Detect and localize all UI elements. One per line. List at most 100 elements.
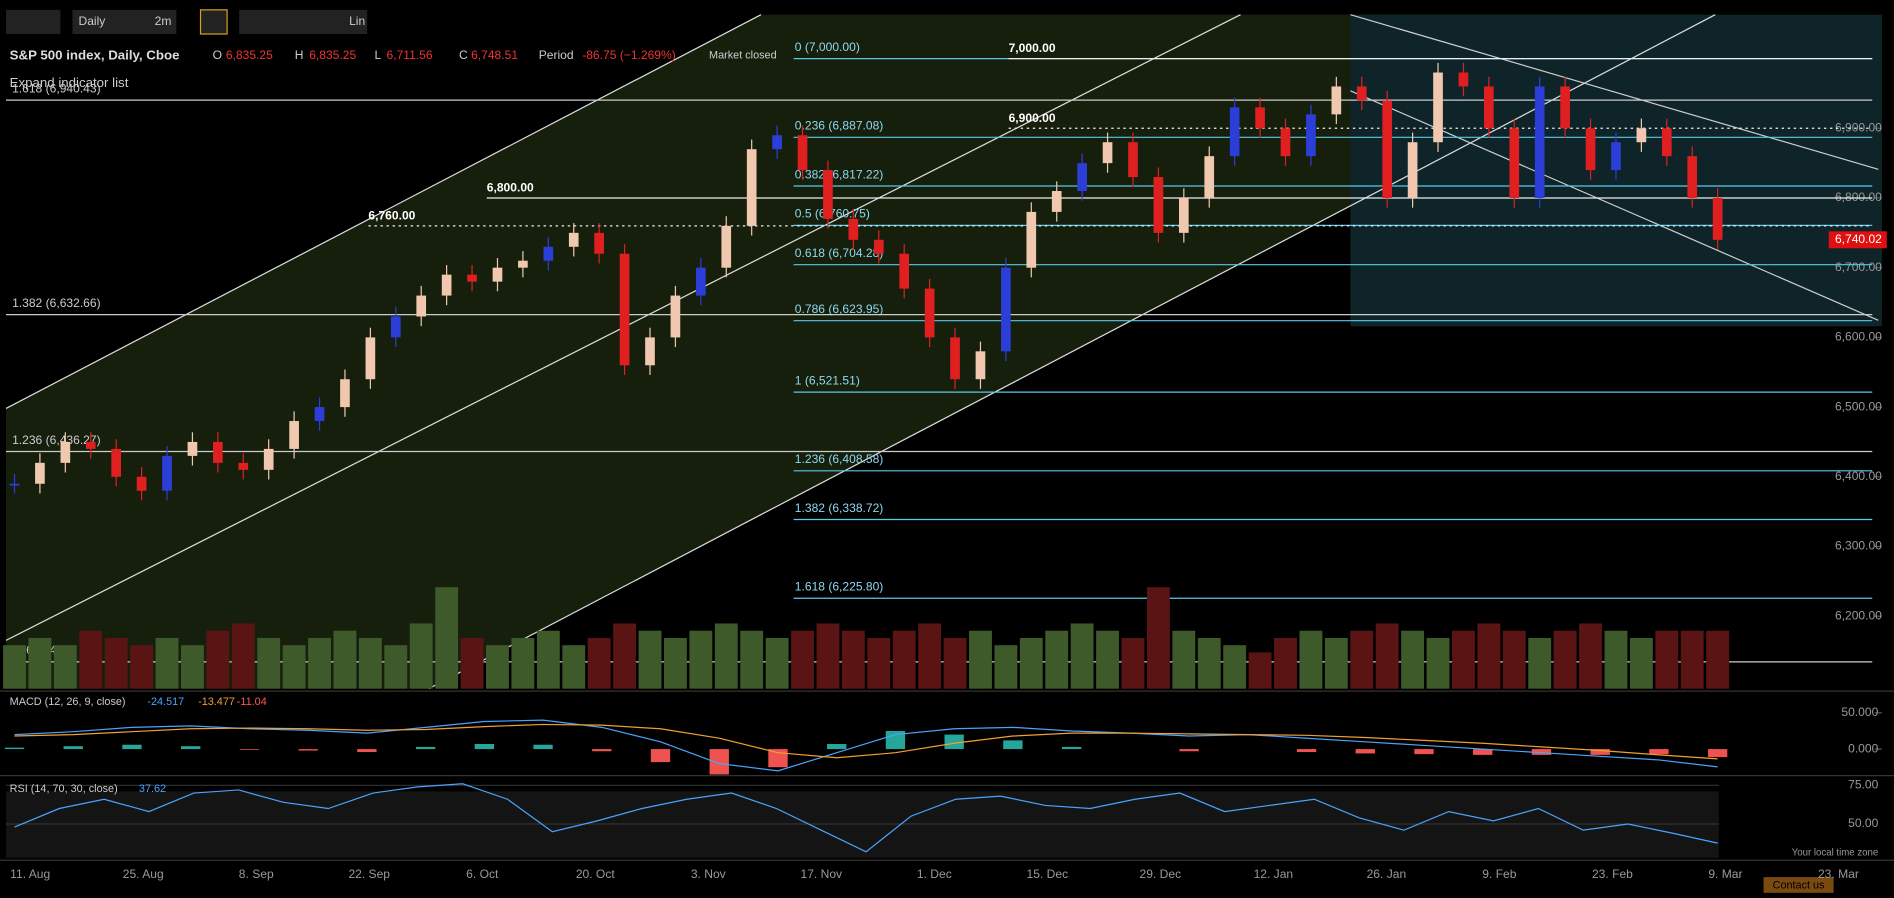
candle (1636, 128, 1647, 143)
x-tick-label: 29. Dec (1140, 867, 1182, 881)
x-tick-label: 8. Sep (239, 867, 274, 881)
fib-label: 1.382 (6,338.72) (795, 501, 884, 515)
candle (873, 239, 884, 254)
market-status: Market closed (709, 50, 777, 62)
fib-label: 0 (7,000.00) (795, 40, 860, 54)
volume-bar (969, 630, 992, 689)
candle (1407, 142, 1418, 198)
level-label: 7,000.00 (1009, 41, 1056, 55)
histogram-value: -11.04 (237, 696, 267, 708)
interval[interactable]: Daily (79, 14, 106, 28)
ohlc-value: 6,835.25 (226, 48, 273, 62)
candle (823, 170, 833, 219)
y-tick-label: 6,300.00 (1835, 539, 1882, 553)
volume-bar (206, 630, 230, 689)
x-tick-label: 3. Nov (691, 867, 726, 881)
range[interactable]: 2m (155, 14, 172, 28)
volume-bar (28, 637, 52, 689)
x-tick-label: 15. Dec (1027, 867, 1069, 881)
macd-histogram (181, 746, 201, 750)
chart-type-button[interactable] (6, 9, 61, 34)
fib-label: 1.618 (6,225.80) (795, 580, 884, 594)
candle (1153, 177, 1164, 233)
volume-bar (1045, 630, 1069, 689)
y-tick-label: 0.000 (1848, 741, 1878, 755)
volume-bar (943, 637, 967, 689)
volume-bar (231, 623, 255, 689)
timezone[interactable]: Your local time zone (1792, 848, 1879, 859)
volume-bar (918, 623, 942, 689)
contact-button[interactable] (1763, 877, 1834, 893)
volume-bar (409, 623, 433, 689)
candle (187, 441, 198, 456)
volume-bar (435, 587, 459, 689)
volume-bar (841, 630, 865, 689)
candle (543, 246, 554, 261)
candle (60, 441, 71, 463)
channel-line (5, 14, 762, 409)
interval-select[interactable] (72, 9, 177, 34)
channel-fill (6, 14, 1716, 689)
macd-histogram (1590, 749, 1610, 755)
last-price-box (1828, 231, 1887, 249)
fib-label: 0.236 (6,887.08) (795, 119, 884, 133)
rsi-pane: 75.00 50.00 (6, 778, 1879, 853)
candle (441, 274, 452, 296)
volume-bar (155, 637, 179, 689)
ohlc-label: C (459, 48, 468, 62)
volume-bar (689, 630, 713, 689)
fib-label: 1 (6,521.51) (795, 373, 860, 387)
y-tick-label: 50.00 (1848, 816, 1878, 830)
candle (518, 260, 528, 268)
expand-indicators[interactable]: Expand indicator list (10, 75, 129, 90)
candle (696, 267, 706, 296)
volume-bar (1248, 652, 1272, 689)
volume-bar (994, 645, 1018, 689)
y-tick-label: 6,400.00 (1835, 469, 1882, 483)
settings-button[interactable] (199, 9, 228, 35)
y-tick-label: 6,600.00 (1835, 330, 1882, 344)
volume-bar (587, 637, 611, 689)
candle (568, 232, 579, 247)
volume-bar (791, 630, 814, 689)
macd-histogram (239, 749, 260, 750)
macd-histogram (1061, 746, 1082, 750)
volume-bar (562, 645, 586, 689)
ohlc-label: H (295, 48, 304, 62)
ohlc-value: 6,835.25 (309, 48, 356, 62)
volume-bar (1452, 630, 1475, 689)
rsi-value: 37.62 (139, 783, 166, 795)
candle (416, 295, 427, 317)
candle (950, 337, 960, 380)
volume-bar (1426, 637, 1450, 689)
contact-text[interactable]: Contact us (1773, 879, 1825, 891)
main-pane: 6,900.00 6,800.00 6,700.00 6,600.00 6,500.00… (3, 40, 1887, 689)
candle (85, 441, 96, 449)
macd-label: MACD (12, 26, 9, close) (10, 696, 126, 708)
macd-histogram (944, 734, 964, 750)
volume-bar (130, 645, 154, 689)
candle (390, 316, 401, 338)
volume-bar (358, 637, 382, 689)
candle (340, 379, 350, 408)
volume-bar (613, 623, 637, 689)
candle (1484, 86, 1494, 129)
candle (162, 455, 172, 491)
volume-bar (536, 630, 560, 689)
x-tick-label: 17. Nov (801, 867, 843, 881)
volume-bar (1172, 630, 1196, 689)
candle (1001, 267, 1011, 352)
x-tick-label: 25. Aug (123, 867, 164, 881)
candle (1026, 211, 1037, 268)
macd-histogram (1003, 740, 1023, 750)
tools[interactable] (239, 9, 368, 34)
macd-histogram (1179, 749, 1199, 752)
volume-bar (3, 645, 26, 689)
macd-histogram (415, 746, 436, 750)
scale-button[interactable]: Lin (349, 14, 365, 28)
macd-histogram (650, 749, 671, 763)
macd-pane: 50.000 0.000 (4, 705, 1882, 775)
candle (9, 483, 20, 486)
